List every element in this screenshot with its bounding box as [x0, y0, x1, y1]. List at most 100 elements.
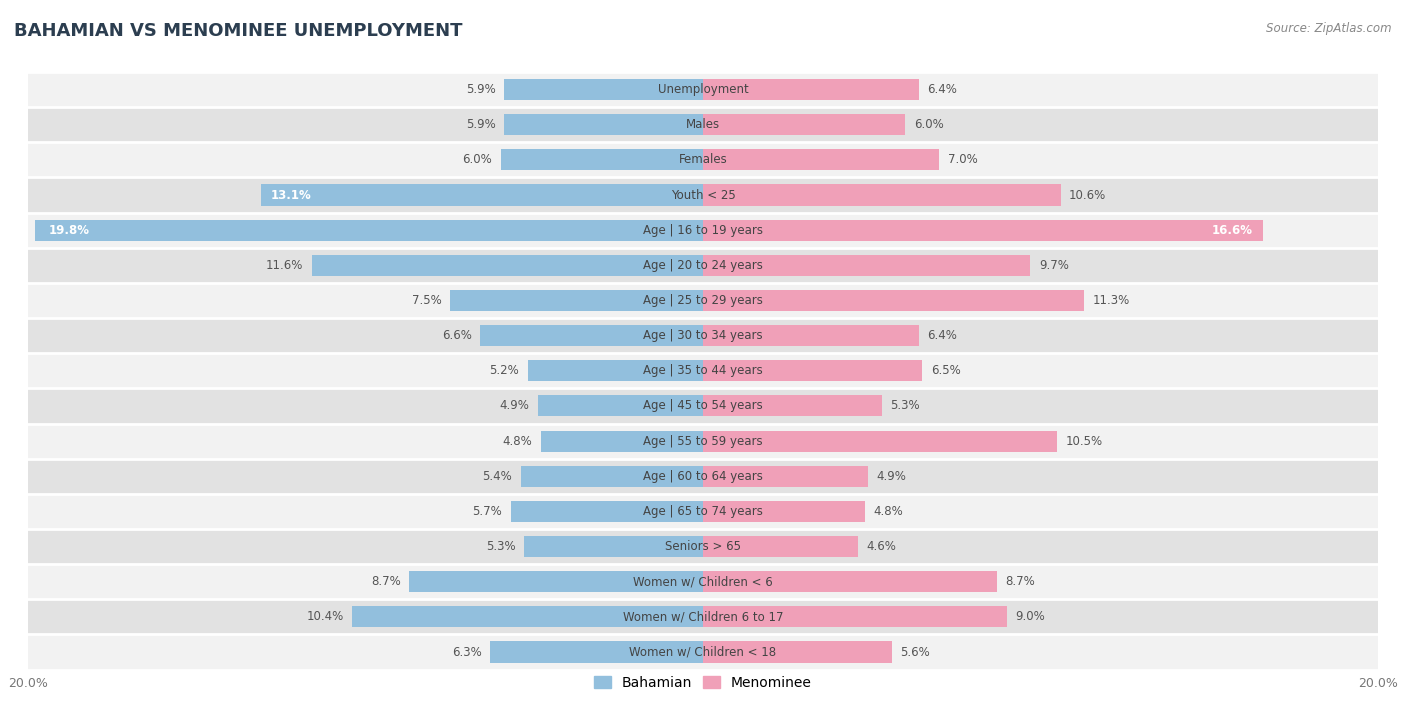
Bar [510, 501, 703, 522]
Bar [703, 536, 858, 557]
Bar [28, 564, 1378, 599]
Bar [409, 571, 703, 593]
Bar [28, 143, 1378, 177]
Bar [491, 642, 703, 662]
Bar [703, 431, 1057, 451]
Text: Age | 20 to 24 years: Age | 20 to 24 years [643, 259, 763, 272]
Bar [28, 634, 1378, 670]
Bar [28, 72, 1378, 107]
Text: 6.0%: 6.0% [463, 153, 492, 166]
Text: 8.7%: 8.7% [371, 575, 401, 588]
Text: 5.9%: 5.9% [465, 83, 495, 96]
Bar [28, 599, 1378, 634]
Bar [481, 325, 703, 346]
Bar [262, 184, 703, 206]
Bar [703, 571, 997, 593]
Bar [703, 501, 865, 522]
Bar [503, 114, 703, 135]
Bar [28, 388, 1378, 423]
Bar [28, 459, 1378, 494]
Bar [703, 395, 882, 416]
Text: 5.7%: 5.7% [472, 505, 502, 518]
Text: 6.4%: 6.4% [928, 83, 957, 96]
Bar [503, 79, 703, 100]
Text: 5.4%: 5.4% [482, 469, 512, 482]
Text: 8.7%: 8.7% [1005, 575, 1035, 588]
Text: Age | 60 to 64 years: Age | 60 to 64 years [643, 469, 763, 482]
Text: 6.4%: 6.4% [928, 329, 957, 342]
Text: 6.6%: 6.6% [441, 329, 472, 342]
Bar [450, 290, 703, 311]
Text: Age | 65 to 74 years: Age | 65 to 74 years [643, 505, 763, 518]
Bar [703, 325, 920, 346]
Bar [703, 255, 1031, 276]
Text: Age | 16 to 19 years: Age | 16 to 19 years [643, 224, 763, 237]
Text: 5.9%: 5.9% [465, 118, 495, 131]
Text: BAHAMIAN VS MENOMINEE UNEMPLOYMENT: BAHAMIAN VS MENOMINEE UNEMPLOYMENT [14, 22, 463, 40]
Text: 4.8%: 4.8% [503, 435, 533, 448]
Bar [537, 395, 703, 416]
Text: 4.9%: 4.9% [877, 469, 907, 482]
Text: Age | 55 to 59 years: Age | 55 to 59 years [643, 435, 763, 448]
Text: 5.2%: 5.2% [489, 364, 519, 377]
Text: Age | 45 to 54 years: Age | 45 to 54 years [643, 400, 763, 413]
Text: Age | 25 to 29 years: Age | 25 to 29 years [643, 294, 763, 307]
Text: 4.8%: 4.8% [873, 505, 903, 518]
Text: Unemployment: Unemployment [658, 83, 748, 96]
Bar [520, 466, 703, 487]
Text: Women w/ Children < 18: Women w/ Children < 18 [630, 646, 776, 659]
Bar [28, 529, 1378, 564]
Text: Males: Males [686, 118, 720, 131]
Text: 11.3%: 11.3% [1092, 294, 1130, 307]
Text: Women w/ Children 6 to 17: Women w/ Children 6 to 17 [623, 611, 783, 624]
Bar [35, 220, 703, 240]
Bar [28, 248, 1378, 283]
Text: Youth < 25: Youth < 25 [671, 189, 735, 202]
Bar [703, 114, 905, 135]
Bar [527, 360, 703, 382]
Text: Females: Females [679, 153, 727, 166]
Text: Age | 30 to 34 years: Age | 30 to 34 years [643, 329, 763, 342]
Text: 5.6%: 5.6% [900, 646, 931, 659]
Bar [28, 494, 1378, 529]
Bar [703, 290, 1084, 311]
Text: 13.1%: 13.1% [271, 189, 312, 202]
Bar [28, 283, 1378, 318]
Legend: Bahamian, Menominee: Bahamian, Menominee [589, 670, 817, 696]
Bar [28, 423, 1378, 459]
Bar [28, 318, 1378, 354]
Text: Seniors > 65: Seniors > 65 [665, 540, 741, 553]
Bar [501, 149, 703, 171]
Bar [28, 107, 1378, 143]
Text: 4.9%: 4.9% [499, 400, 529, 413]
Text: 7.5%: 7.5% [412, 294, 441, 307]
Text: Age | 35 to 44 years: Age | 35 to 44 years [643, 364, 763, 377]
Text: 9.0%: 9.0% [1015, 611, 1045, 624]
Bar [703, 220, 1263, 240]
Text: 10.6%: 10.6% [1069, 189, 1107, 202]
Text: 11.6%: 11.6% [266, 259, 304, 272]
Bar [28, 354, 1378, 388]
Text: 16.6%: 16.6% [1212, 224, 1253, 237]
Bar [703, 79, 920, 100]
Text: 6.0%: 6.0% [914, 118, 943, 131]
Bar [312, 255, 703, 276]
Text: Women w/ Children < 6: Women w/ Children < 6 [633, 575, 773, 588]
Text: 6.5%: 6.5% [931, 364, 960, 377]
Text: 10.5%: 10.5% [1066, 435, 1102, 448]
Text: 7.0%: 7.0% [948, 153, 977, 166]
Text: 4.6%: 4.6% [866, 540, 897, 553]
Text: 5.3%: 5.3% [890, 400, 920, 413]
Text: 5.3%: 5.3% [486, 540, 516, 553]
Bar [524, 536, 703, 557]
Text: Source: ZipAtlas.com: Source: ZipAtlas.com [1267, 22, 1392, 35]
Text: 19.8%: 19.8% [48, 224, 90, 237]
Bar [703, 184, 1060, 206]
Text: 9.7%: 9.7% [1039, 259, 1069, 272]
Bar [28, 212, 1378, 248]
Bar [352, 606, 703, 627]
Bar [703, 606, 1007, 627]
Text: 10.4%: 10.4% [307, 611, 343, 624]
Bar [703, 466, 869, 487]
Bar [703, 149, 939, 171]
